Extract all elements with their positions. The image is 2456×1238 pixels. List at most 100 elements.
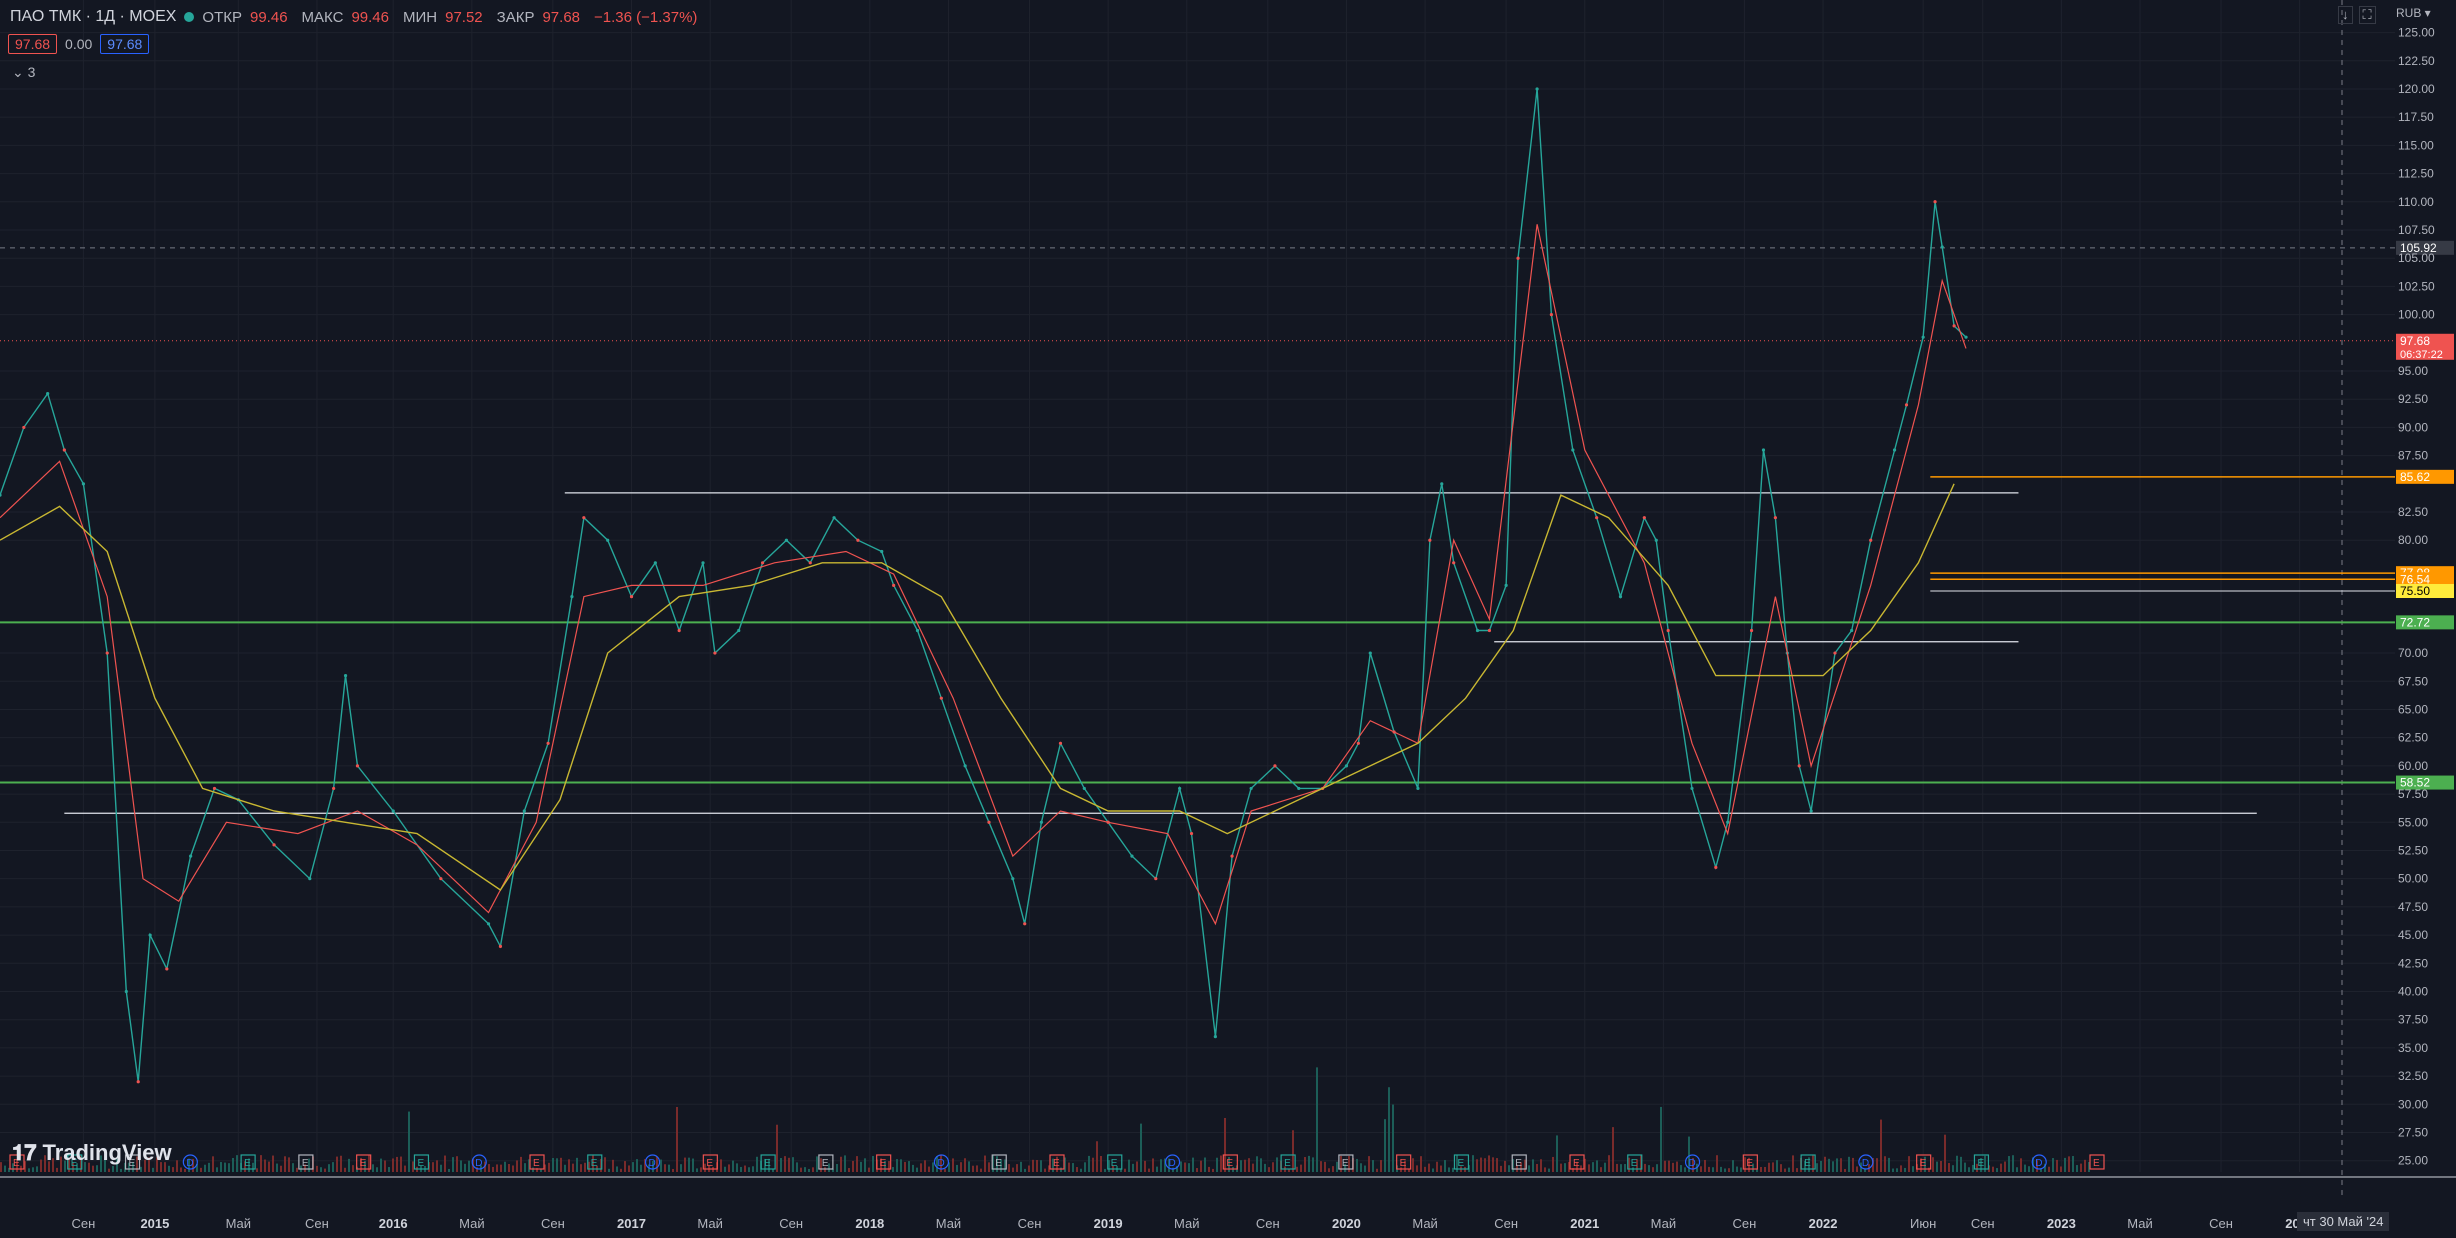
volume-bar <box>740 1166 742 1172</box>
volume-bar <box>468 1160 470 1172</box>
price-point <box>1440 482 1444 486</box>
price-point <box>1082 786 1086 791</box>
volume-bar <box>52 1158 54 1172</box>
volume-bar <box>336 1156 338 1172</box>
volume-bar <box>1168 1158 1170 1172</box>
price-point <box>880 549 884 554</box>
price-point <box>1952 324 1956 328</box>
price-tick: 55.00 <box>2398 815 2428 829</box>
price-tick: 62.50 <box>2398 731 2428 745</box>
volume-bar <box>1108 1160 1110 1172</box>
volume-bar <box>1328 1168 1330 1172</box>
volume-bar <box>1100 1156 1102 1172</box>
sell-price-button[interactable]: 97.68 <box>8 34 58 54</box>
low-label: МИН <box>403 8 438 26</box>
tradingview-logo[interactable]: 𝟏𝟕 TradingView <box>12 1140 172 1166</box>
volume-bar <box>344 1167 346 1172</box>
volume-bar <box>1056 1156 1058 1172</box>
volume-bar <box>0 1162 2 1172</box>
volume-bar <box>520 1156 522 1172</box>
volume-bar <box>968 1161 970 1172</box>
symbol-title[interactable]: ПАО ТМК · 1Д · MOEX <box>10 8 177 25</box>
volume-bar <box>1224 1117 1226 1172</box>
volume-bar <box>1416 1165 1418 1172</box>
volume-bar <box>864 1158 866 1172</box>
volume-bar <box>288 1157 290 1172</box>
volume-bar <box>1820 1160 1822 1172</box>
price-point <box>1761 448 1766 452</box>
volume-bar <box>972 1165 974 1172</box>
time-tick: Сен <box>779 1216 803 1231</box>
currency-selector[interactable]: RUB ▾ <box>2396 6 2431 20</box>
volume-bar <box>1652 1167 1654 1172</box>
price-point <box>81 482 86 486</box>
symbol-legend: ПАО ТМК · 1Д · MOEX ОТКР 99.46 МАКС 99.46 … <box>10 8 703 26</box>
volume-bar <box>1044 1168 1046 1172</box>
price-tick: 125.00 <box>2398 26 2435 40</box>
event-marker: E <box>124 1154 141 1170</box>
volume-bar <box>1880 1119 1882 1172</box>
event-marker-label: E <box>1284 1158 1291 1169</box>
volume-bar <box>80 1155 82 1172</box>
price-point <box>987 820 991 824</box>
indicators-toggle[interactable]: ⌄ 3 <box>12 64 35 81</box>
price-series <box>0 87 1968 1084</box>
volume-bar <box>624 1161 626 1172</box>
volume-bar <box>456 1156 458 1172</box>
volume-bar <box>588 1161 590 1172</box>
volume-bar <box>1728 1168 1730 1172</box>
volume-bar <box>1308 1155 1310 1172</box>
volume-bar <box>912 1164 914 1172</box>
volume-bar <box>1828 1158 1830 1172</box>
price-tick: 27.50 <box>2398 1126 2428 1140</box>
volume-bar <box>1136 1161 1138 1172</box>
price-point <box>522 809 526 813</box>
volume-bar <box>164 1162 166 1172</box>
event-marker-frame <box>1164 1154 1181 1170</box>
volume-bar <box>36 1166 38 1172</box>
price-point <box>1154 877 1158 881</box>
volume-bar <box>388 1167 390 1172</box>
price-tick: 42.50 <box>2398 956 2428 970</box>
buy-price-button[interactable]: 97.68 <box>100 34 150 54</box>
event-marker-label: E <box>1977 1158 1984 1169</box>
volume-bar <box>168 1165 170 1172</box>
volume-bar <box>228 1163 230 1172</box>
volume-bar <box>364 1160 366 1172</box>
volume-bar <box>1960 1156 1962 1172</box>
price-point <box>124 989 128 994</box>
event-marker-frame <box>1569 1154 1585 1170</box>
open-label: ОТКР <box>202 8 242 26</box>
volume-bar <box>1276 1157 1278 1172</box>
price-point <box>189 854 193 858</box>
volume-bar <box>1620 1164 1622 1172</box>
price-tick: 47.50 <box>2398 900 2428 914</box>
volume-bar <box>1948 1163 1950 1172</box>
volume-bar <box>796 1162 798 1172</box>
volume-bar <box>584 1162 586 1172</box>
event-marker-label: E <box>880 1158 887 1169</box>
volume-bar <box>1608 1155 1610 1172</box>
volume-bar <box>500 1164 502 1172</box>
volume-bar <box>680 1164 682 1172</box>
time-tick: Май <box>1651 1216 1676 1231</box>
volume-bar <box>244 1161 246 1172</box>
event-marker: E <box>2089 1154 2105 1170</box>
event-marker-label: E <box>1573 1158 1580 1169</box>
volume-bar <box>1444 1160 1446 1172</box>
download-icon[interactable]: ↓ <box>2338 6 2353 24</box>
volume-bar <box>1220 1155 1222 1172</box>
volume-bar <box>2044 1163 2046 1172</box>
fullscreen-icon[interactable]: ⛶ <box>2358 6 2376 24</box>
time-tick: Май <box>697 1216 722 1231</box>
volume-bar <box>1964 1162 1966 1172</box>
volume-bar <box>1004 1159 1006 1172</box>
volume-bar <box>1500 1165 1502 1172</box>
event-marker-label: E <box>1920 1158 1927 1169</box>
volume-bar <box>1156 1166 1158 1172</box>
event-marker: E <box>1916 1154 1932 1170</box>
volume-bar <box>828 1163 830 1172</box>
volume-bar <box>496 1164 498 1172</box>
price-point <box>332 786 336 791</box>
